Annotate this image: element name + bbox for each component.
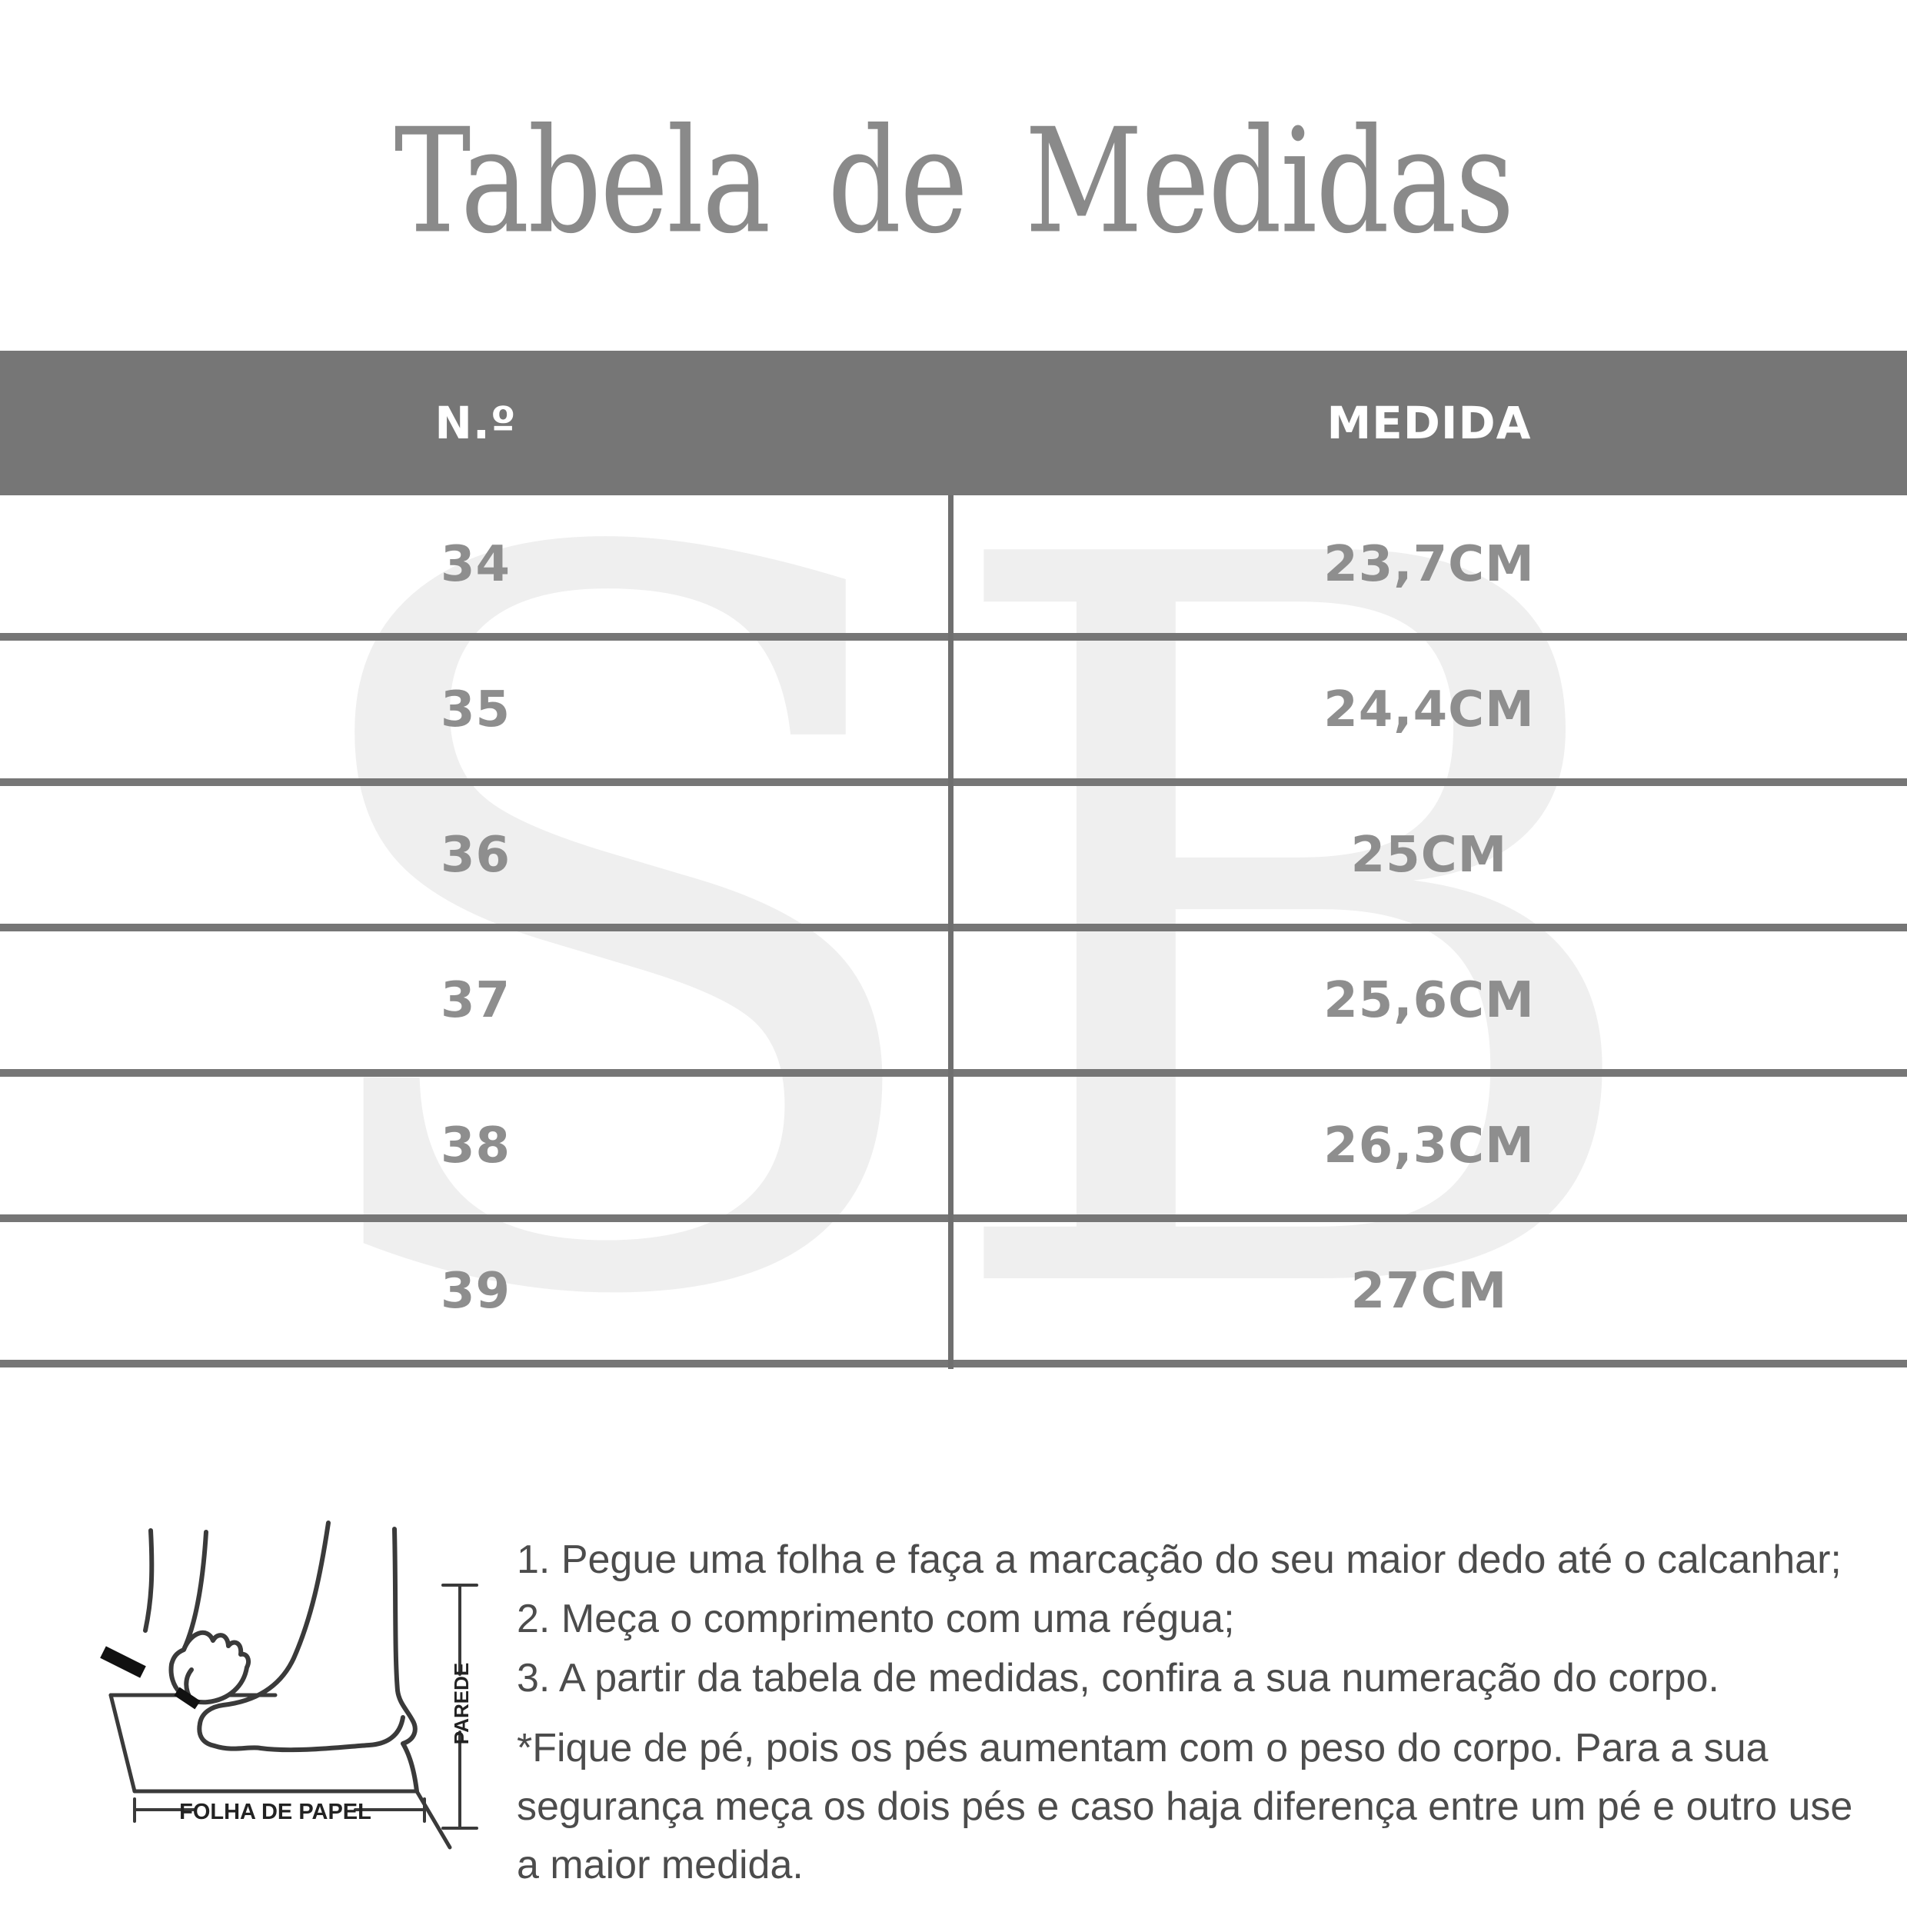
paper-label: FOLHA DE PAPEL: [179, 1800, 371, 1824]
table-row: 37 25,6CM: [0, 931, 1907, 1077]
column-divider: [948, 495, 954, 1369]
size-value: 34: [440, 535, 511, 593]
wall-line: [414, 1789, 452, 1850]
brand-watermark: SB: [271, 350, 1663, 1514]
arm-outline: [143, 1528, 155, 1633]
paper-left-edge: [108, 1693, 137, 1794]
table-row: 36 25CM: [0, 786, 1907, 931]
measure-value: 26,3CM: [1323, 1117, 1535, 1174]
foot-heel-outline: [392, 1527, 419, 1794]
page-title: Tabela de Medidas: [394, 98, 1515, 266]
column-header-size: N.º: [434, 397, 517, 449]
table-row: 35 24,4CM: [0, 641, 1907, 786]
table-row: 39 27CM: [0, 1222, 1907, 1367]
measure-value: 25CM: [1350, 826, 1508, 884]
instruction-note: *Fique de pé, pois os pés aumentam com o…: [517, 1726, 1853, 1887]
size-table-body: 34 23,7CM 35 24,4CM 36 25CM 37 25,6CM 38…: [0, 495, 1907, 1367]
measure-value: 23,7CM: [1323, 535, 1535, 593]
size-value: 36: [440, 826, 511, 884]
instruction-step-3: 3. A partir da tabela de medidas, confir…: [517, 1656, 1719, 1700]
foot-measurement-illustration: FOLHA DE PAPEL PAREDE: [100, 1521, 478, 1850]
table-row: 38 26,3CM: [0, 1077, 1907, 1222]
foot-sole-outline: [197, 1715, 405, 1753]
measure-value: 27CM: [1350, 1262, 1508, 1320]
column-header-measure: MEDIDA: [1326, 397, 1532, 449]
wall-label: PAREDE: [450, 1663, 473, 1744]
marker-pen-tip: [174, 1687, 201, 1710]
size-value: 39: [440, 1262, 511, 1320]
measure-value: 25,6CM: [1323, 971, 1535, 1029]
foot-front-outline: [198, 1521, 331, 1726]
instruction-step-1: 1. Pegue uma folha e faça a marcação do …: [517, 1537, 1842, 1582]
measuring-instructions: 1. Pegue uma folha e faça a marcação do …: [517, 1531, 1878, 1894]
hand-outline: [168, 1631, 251, 1705]
table-header: N.º MEDIDA: [0, 351, 1907, 495]
measure-value: 24,4CM: [1323, 681, 1535, 738]
instruction-step-2: 2. Meça o comprimento com uma régua;: [517, 1597, 1235, 1641]
marker-pen-icon: [100, 1646, 146, 1678]
size-value: 37: [440, 971, 511, 1029]
size-value: 35: [440, 681, 511, 738]
table-row: 34 23,7CM: [0, 495, 1907, 641]
size-value: 38: [440, 1117, 511, 1174]
